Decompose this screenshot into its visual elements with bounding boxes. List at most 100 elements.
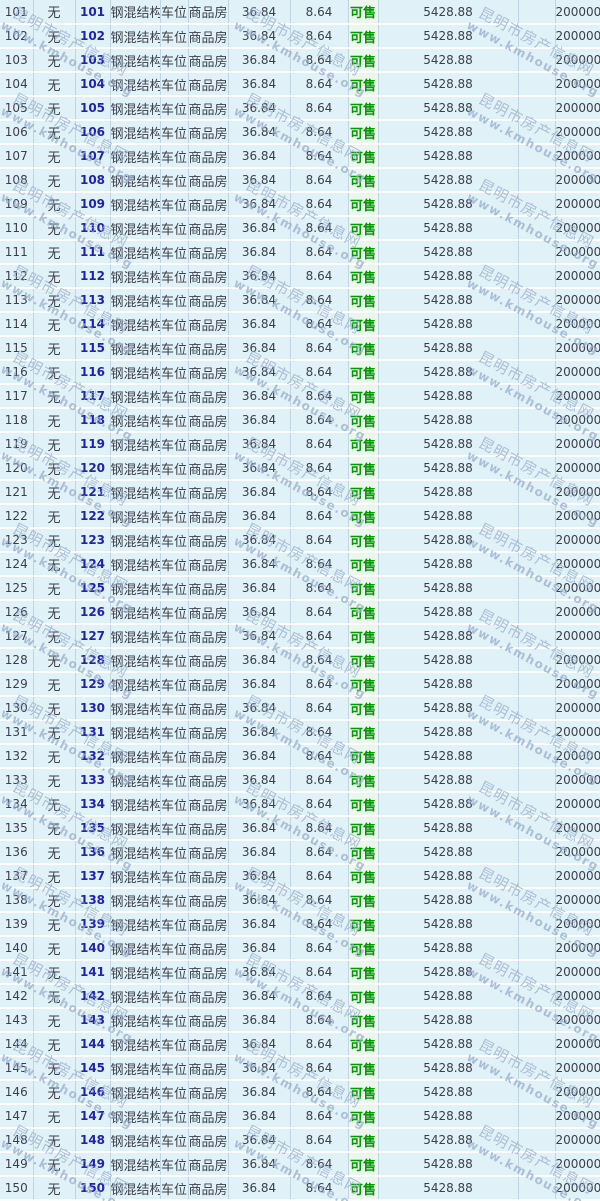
inner-area-cell: 8.64 (290, 408, 349, 433)
structure-cell: 钢混结构 (110, 888, 161, 913)
status-cell: 可售 (348, 264, 379, 289)
unit-number-link[interactable]: 121 (75, 480, 111, 505)
unit-number-link[interactable]: 149 (75, 1152, 111, 1177)
unit-number-link[interactable]: 108 (75, 168, 111, 193)
unit-number-link[interactable]: 103 (75, 48, 111, 73)
inner-area-cell: 8.64 (290, 552, 349, 577)
unit-number-link[interactable]: 113 (75, 288, 111, 313)
table-row: 141 无 141 钢混结构 车位 商品房 36.84 8.64 可售 5428.88 200000 (0, 960, 600, 985)
unit-number-link[interactable]: 150 (75, 1176, 111, 1201)
unit-number-link[interactable]: 116 (75, 360, 111, 385)
unit-number-link[interactable]: 128 (75, 648, 111, 673)
table-row: 106 无 106 钢混结构 车位 商品房 36.84 8.64 可售 5428.88 200000 (0, 120, 600, 145)
unit-number-link[interactable]: 135 (75, 816, 111, 841)
unit-number-link[interactable]: 114 (75, 312, 111, 337)
usage-cell: 车位 (160, 576, 189, 601)
category-cell: 商品房 (188, 744, 229, 769)
unit-price-cell: 5428.88 (378, 1056, 519, 1081)
area-cell: 36.84 (228, 504, 291, 529)
unit-number-link[interactable]: 125 (75, 576, 111, 601)
unit-price-cell: 5428.88 (378, 552, 519, 577)
structure-cell: 钢混结构 (110, 1056, 161, 1081)
table-row: 124 无 124 钢混结构 车位 商品房 36.84 8.64 可售 5428.88 200000 (0, 552, 600, 577)
inner-area-cell: 8.64 (290, 144, 349, 169)
structure-cell: 钢混结构 (110, 504, 161, 529)
unit-number-link[interactable]: 119 (75, 432, 111, 457)
area-cell: 36.84 (228, 576, 291, 601)
table-row: 109 无 109 钢混结构 车位 商品房 36.84 8.64 可售 5428.88 200000 (0, 192, 600, 217)
unit-number-link[interactable]: 134 (75, 792, 111, 817)
unit-price-cell: 5428.88 (378, 48, 519, 73)
unit-number-link[interactable]: 120 (75, 456, 111, 481)
unit-number-link[interactable]: 136 (75, 840, 111, 865)
unit-number-link[interactable]: 118 (75, 408, 111, 433)
unit-number-link[interactable]: 109 (75, 192, 111, 217)
category-cell: 商品房 (188, 1032, 229, 1057)
unit-number-link[interactable]: 102 (75, 24, 111, 49)
area-cell: 36.84 (228, 264, 291, 289)
unit-number-link[interactable]: 129 (75, 672, 111, 697)
category-cell: 商品房 (188, 312, 229, 337)
unit-number-link[interactable]: 111 (75, 240, 111, 265)
area-cell: 36.84 (228, 288, 291, 313)
unit-number-link[interactable]: 141 (75, 960, 111, 985)
usage-cell: 车位 (160, 480, 189, 505)
unit-price-cell: 5428.88 (378, 384, 519, 409)
unit-number-link[interactable]: 101 (75, 0, 111, 25)
unit-number-link[interactable]: 133 (75, 768, 111, 793)
structure-cell: 钢混结构 (110, 840, 161, 865)
area-cell: 36.84 (228, 24, 291, 49)
status-cell: 可售 (348, 552, 379, 577)
unit-number-link[interactable]: 106 (75, 120, 111, 145)
usage-cell: 车位 (160, 432, 189, 457)
usage-cell: 车位 (160, 0, 189, 25)
usage-cell: 车位 (160, 672, 189, 697)
total-price-cell: 200000 (555, 1152, 600, 1177)
unit-number-link[interactable]: 139 (75, 912, 111, 937)
unit-number-link[interactable]: 107 (75, 144, 111, 169)
unit-number-link[interactable]: 124 (75, 552, 111, 577)
area-cell: 36.84 (228, 696, 291, 721)
unit-number-link[interactable]: 138 (75, 888, 111, 913)
unit-number-link[interactable]: 130 (75, 696, 111, 721)
unit-number-link[interactable]: 115 (75, 336, 111, 361)
category-cell: 商品房 (188, 528, 229, 553)
total-price-cell: 200000 (555, 192, 600, 217)
empty-cell (518, 672, 556, 697)
unit-number-link[interactable]: 140 (75, 936, 111, 961)
unit-number-link[interactable]: 147 (75, 1104, 111, 1129)
permit-cell: 无 (33, 48, 76, 73)
unit-number-link[interactable]: 123 (75, 528, 111, 553)
unit-price-cell: 5428.88 (378, 624, 519, 649)
total-price-cell: 200000 (555, 288, 600, 313)
unit-number-link[interactable]: 127 (75, 624, 111, 649)
table-row: 149 无 149 钢混结构 车位 商品房 36.84 8.64 可售 5428.88 200000 (0, 1152, 600, 1177)
unit-number-link[interactable]: 137 (75, 864, 111, 889)
table-row: 130 无 130 钢混结构 车位 商品房 36.84 8.64 可售 5428.88 200000 (0, 696, 600, 721)
table-row: 113 无 113 钢混结构 车位 商品房 36.84 8.64 可售 5428.88 200000 (0, 288, 600, 313)
unit-number-link[interactable]: 117 (75, 384, 111, 409)
inner-area-cell: 8.64 (290, 336, 349, 361)
inner-area-cell: 8.64 (290, 72, 349, 97)
usage-cell: 车位 (160, 120, 189, 145)
unit-number-link[interactable]: 112 (75, 264, 111, 289)
unit-number-link[interactable]: 105 (75, 96, 111, 121)
empty-cell (518, 648, 556, 673)
unit-number-link[interactable]: 110 (75, 216, 111, 241)
unit-price-cell: 5428.88 (378, 312, 519, 337)
unit-number-link[interactable]: 144 (75, 1032, 111, 1057)
unit-number-link[interactable]: 131 (75, 720, 111, 745)
unit-number-link[interactable]: 145 (75, 1056, 111, 1081)
status-cell: 可售 (348, 576, 379, 601)
unit-number-link[interactable]: 148 (75, 1128, 111, 1153)
status-cell: 可售 (348, 192, 379, 217)
unit-number-link[interactable]: 104 (75, 72, 111, 97)
unit-number-link[interactable]: 132 (75, 744, 111, 769)
unit-number-link[interactable]: 146 (75, 1080, 111, 1105)
unit-number-link[interactable]: 122 (75, 504, 111, 529)
row-number-cell: 138 (0, 888, 34, 913)
unit-number-link[interactable]: 126 (75, 600, 111, 625)
status-cell: 可售 (348, 792, 379, 817)
unit-number-link[interactable]: 143 (75, 1008, 111, 1033)
unit-number-link[interactable]: 142 (75, 984, 111, 1009)
